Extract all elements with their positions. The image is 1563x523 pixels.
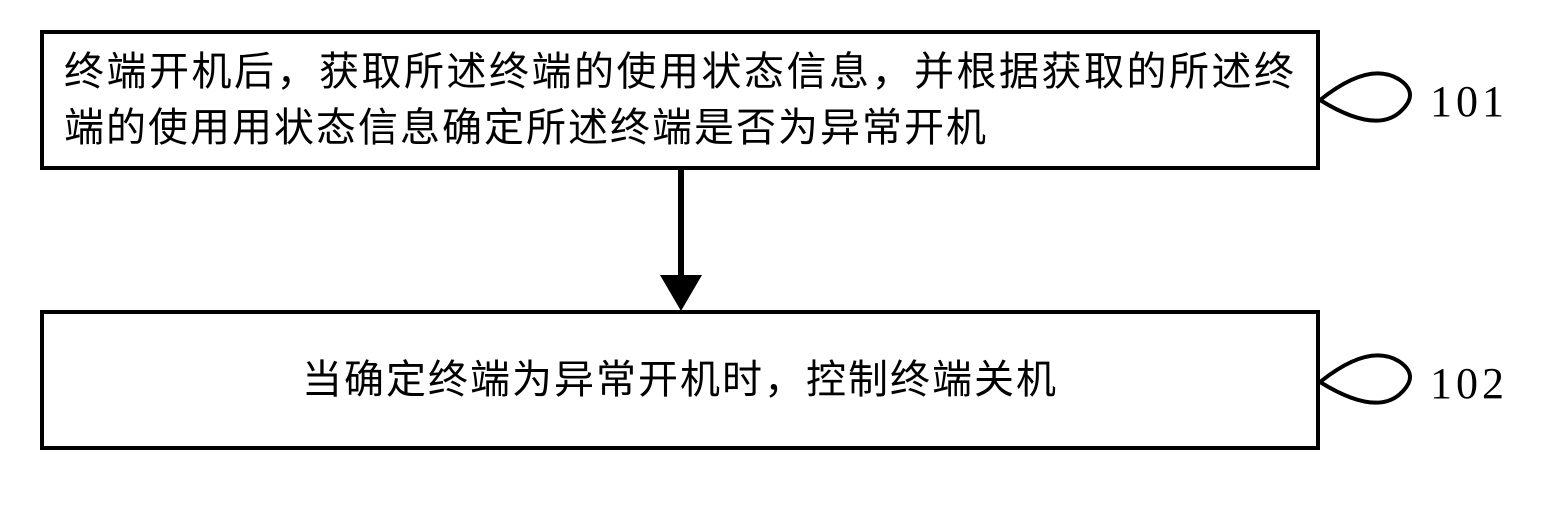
flow-step-2-text: 当确定终端为异常开机时，控制终端关机 — [302, 352, 1058, 408]
flow-step-1: 终端开机后，获取所述终端的使用状态信息，并根据获取的所述终端的使用用状态信息确定… — [40, 30, 1320, 170]
flow-step-2: 当确定终端为异常开机时，控制终端关机 — [40, 310, 1320, 450]
connector-curve-1 — [1320, 70, 1430, 130]
step-label-1: 101 — [1430, 76, 1508, 127]
flow-step-1-text: 终端开机后，获取所述终端的使用状态信息，并根据获取的所述终端的使用用状态信息确定… — [64, 44, 1296, 156]
step-label-2: 102 — [1430, 358, 1508, 409]
arrow-shaft — [678, 170, 684, 280]
arrow-head-icon — [660, 275, 702, 311]
connector-curve-2 — [1320, 352, 1430, 412]
